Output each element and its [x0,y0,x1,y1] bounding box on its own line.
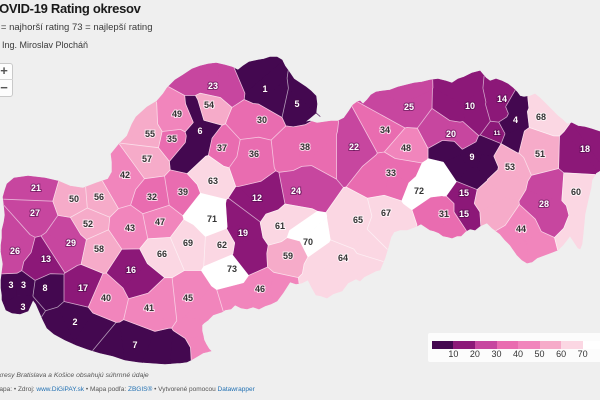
svg-text:2: 2 [72,317,77,327]
svg-text:62: 62 [217,240,227,250]
svg-text:39: 39 [178,187,188,197]
svg-text:46: 46 [255,284,265,294]
svg-text:3: 3 [8,280,13,290]
svg-text:19: 19 [238,228,248,238]
svg-text:34: 34 [380,125,390,135]
svg-text:33: 33 [386,168,396,178]
svg-text:4: 4 [513,115,518,125]
svg-text:72: 72 [414,186,424,196]
svg-text:38: 38 [300,142,310,152]
svg-text:29: 29 [66,238,76,248]
svg-text:21: 21 [31,183,41,193]
svg-text:66: 66 [157,249,167,259]
svg-text:45: 45 [183,293,193,303]
svg-text:73: 73 [227,264,237,274]
svg-text:41: 41 [144,303,154,313]
svg-text:68: 68 [536,112,546,122]
svg-text:23: 23 [208,81,218,91]
svg-text:16: 16 [126,265,136,275]
svg-text:17: 17 [78,283,88,293]
svg-text:18: 18 [580,144,590,154]
svg-text:15: 15 [459,209,469,219]
svg-text:67: 67 [381,208,391,218]
svg-text:11: 11 [494,130,501,137]
svg-text:53: 53 [505,162,515,172]
svg-text:1: 1 [262,84,267,94]
svg-text:27: 27 [30,208,40,218]
svg-text:3: 3 [21,280,26,290]
svg-text:42: 42 [120,170,130,180]
svg-text:63: 63 [208,176,218,186]
svg-text:47: 47 [155,217,165,227]
svg-text:64: 64 [338,253,348,263]
svg-text:22: 22 [349,142,359,152]
svg-text:13: 13 [41,254,51,264]
svg-text:3: 3 [20,302,25,312]
svg-text:51: 51 [535,149,545,159]
svg-text:52: 52 [83,219,93,229]
svg-text:15: 15 [459,188,469,198]
svg-text:8: 8 [42,283,47,293]
svg-text:9: 9 [469,152,474,162]
svg-text:26: 26 [10,246,20,256]
svg-text:28: 28 [539,199,549,209]
svg-text:65: 65 [353,215,363,225]
svg-text:7: 7 [132,340,137,350]
svg-text:55: 55 [145,129,155,139]
svg-text:48: 48 [401,143,411,153]
svg-text:54: 54 [204,100,214,110]
svg-text:5: 5 [294,99,299,109]
svg-text:71: 71 [207,214,217,224]
svg-text:60: 60 [571,187,581,197]
svg-text:56: 56 [94,192,104,202]
svg-text:35: 35 [167,134,177,144]
svg-text:40: 40 [101,293,111,303]
svg-text:24: 24 [291,186,301,196]
svg-text:44: 44 [516,224,526,234]
svg-text:12: 12 [252,193,262,203]
svg-text:50: 50 [69,194,79,204]
svg-text:32: 32 [147,192,157,202]
svg-text:20: 20 [446,129,456,139]
svg-text:69: 69 [183,238,193,248]
svg-text:37: 37 [217,143,227,153]
svg-text:30: 30 [257,115,267,125]
svg-text:61: 61 [275,221,285,231]
svg-text:36: 36 [249,149,259,159]
svg-text:25: 25 [404,102,414,112]
svg-text:49: 49 [172,109,182,119]
svg-text:14: 14 [497,94,507,104]
svg-text:59: 59 [283,251,293,261]
svg-text:58: 58 [94,244,104,254]
svg-text:57: 57 [142,154,152,164]
svg-text:10: 10 [465,101,475,111]
svg-text:70: 70 [303,237,313,247]
svg-text:43: 43 [125,223,135,233]
svg-text:31: 31 [439,209,449,219]
svg-text:6: 6 [197,126,202,136]
